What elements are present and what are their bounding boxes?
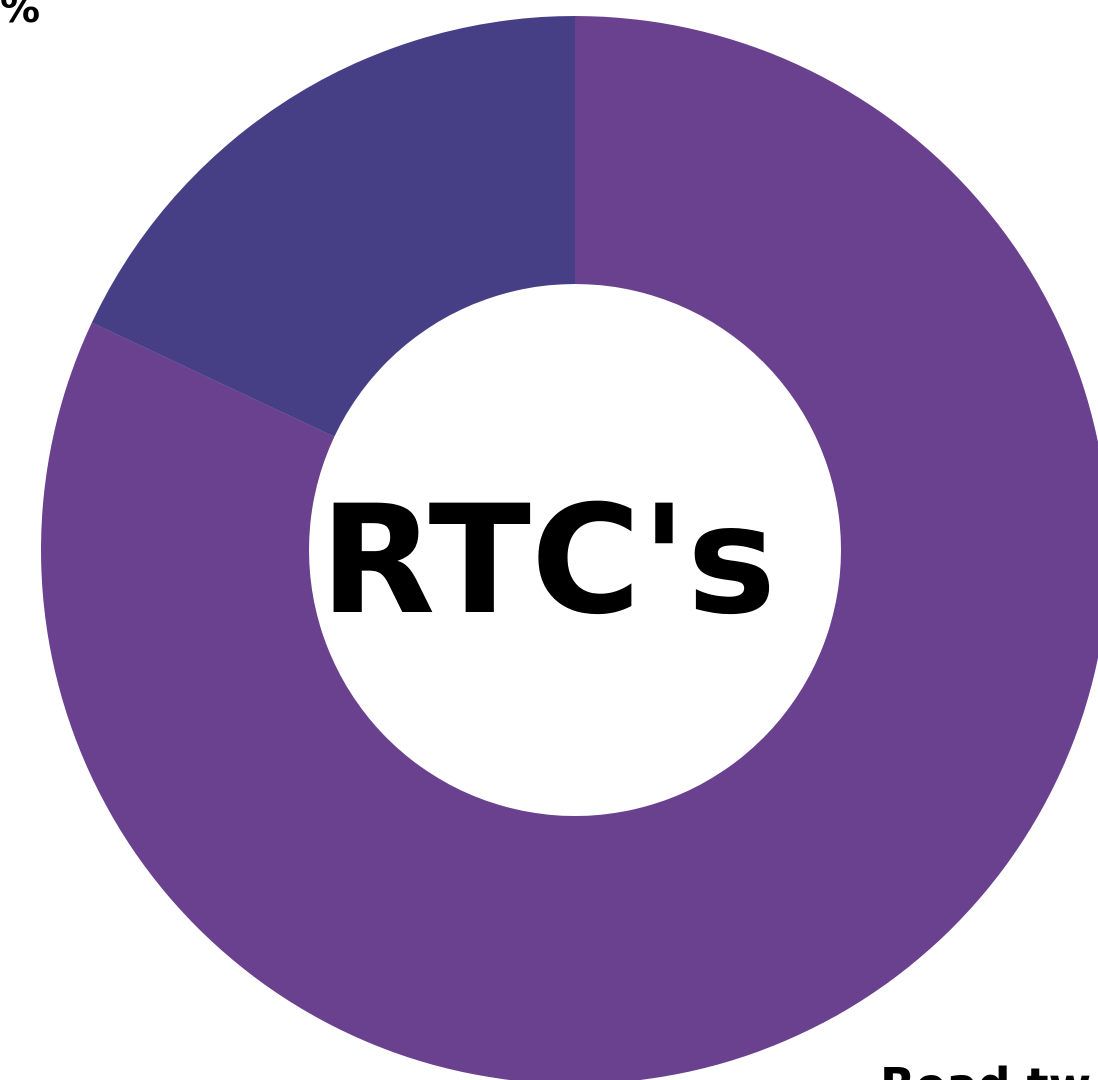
caption-fragment: Read tw (880, 1058, 1091, 1080)
slice-label-fragment: % (0, 0, 41, 32)
donut-hole (309, 284, 841, 816)
center-label: RTC's (320, 474, 776, 648)
